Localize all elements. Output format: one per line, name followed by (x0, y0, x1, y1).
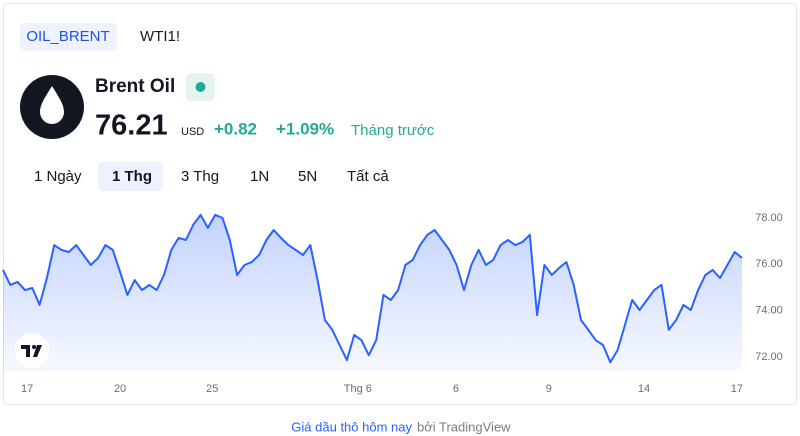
range-button[interactable]: 1N (250, 168, 269, 185)
footer-link[interactable]: Giá dầu thô hôm nay (291, 419, 412, 434)
y-tick-label: 72.00 (755, 351, 783, 363)
y-tick-label: 78.00 (755, 212, 783, 224)
status-dot (195, 82, 206, 92)
range-button[interactable]: 3 Thg (181, 168, 219, 185)
drop-icon (40, 86, 64, 124)
change: +0.82 (214, 119, 257, 138)
period: Tháng trước (351, 122, 435, 139)
x-tick-label: 9 (546, 383, 552, 395)
range-button[interactable]: 5N (298, 168, 317, 185)
currency: USD (181, 126, 204, 138)
x-tick-label: 6 (453, 383, 459, 395)
footer-by: bởi TradingView (417, 419, 511, 434)
tab[interactable]: WTI1! (140, 28, 180, 45)
y-tick-label: 74.00 (755, 305, 783, 317)
x-tick-label: 17 (21, 383, 33, 395)
price-line (2, 213, 743, 364)
range-button[interactable]: 1 Thg (112, 168, 152, 185)
logo-dot[interactable] (32, 345, 36, 349)
y-tick-label: 76.00 (755, 258, 783, 270)
x-tick-label: 25 (206, 383, 218, 395)
range-active-bg[interactable] (98, 162, 163, 191)
range-button[interactable]: Tất cả (347, 168, 389, 185)
x-tick-label: 14 (638, 383, 650, 395)
logo[interactable] (13, 332, 51, 370)
price: 76.21 (95, 110, 168, 142)
x-tick-label: 17 (731, 383, 743, 395)
tab[interactable]: OIL_BRENT (26, 28, 109, 45)
symbol-name: Brent Oil (95, 76, 175, 97)
logo-mark[interactable] (21, 345, 42, 357)
area-fill (3, 214, 742, 371)
x-tick-label: 20 (114, 383, 126, 395)
tab-active-bg[interactable] (20, 23, 117, 51)
x-tick-label: Thg 6 (344, 383, 372, 395)
range-button[interactable]: 1 Ngày (34, 168, 82, 185)
change-percent: +1.09% (276, 119, 334, 138)
